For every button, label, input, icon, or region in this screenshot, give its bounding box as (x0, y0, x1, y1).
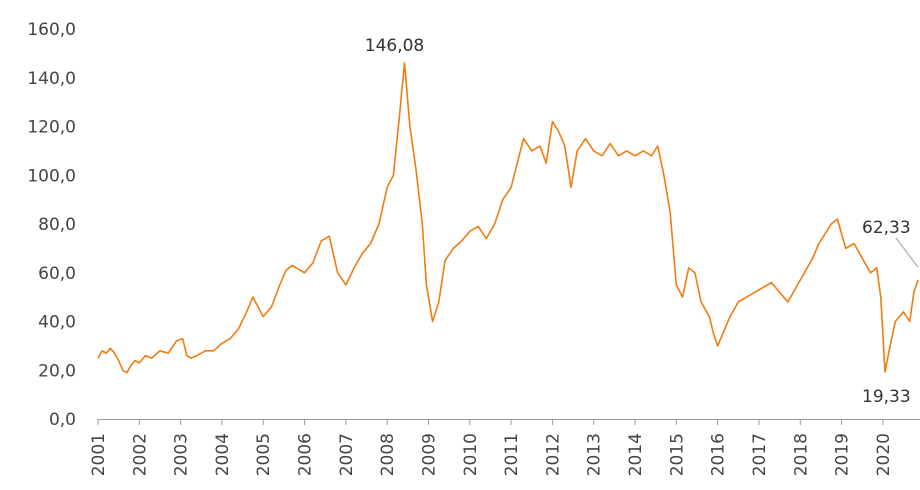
x-tick-label: 2015 (667, 433, 687, 476)
y-tick-label: 80,0 (38, 215, 76, 235)
x-tick-label: 2019 (833, 433, 853, 476)
x-tick-label: 2005 (254, 433, 274, 476)
x-tick-label: 2008 (378, 433, 398, 476)
x-tick-label: 2003 (172, 433, 192, 476)
x-tick-label: 2013 (585, 433, 605, 476)
x-tick-label: 2010 (461, 433, 481, 476)
x-tick-label: 2001 (89, 433, 109, 476)
y-tick-label: 140,0 (27, 69, 76, 89)
y-tick-label: 160,0 (27, 20, 76, 40)
y-tick-label: 40,0 (38, 313, 76, 333)
x-tick-label: 2018 (791, 433, 811, 476)
y-tick-label: 120,0 (27, 118, 76, 138)
annotation-label: 146,08 (365, 36, 424, 56)
x-tick-label: 2017 (750, 433, 770, 476)
annotation-label: 19,33 (862, 387, 911, 407)
y-tick-label: 0,0 (49, 410, 76, 430)
x-tick-label: 2006 (296, 433, 316, 476)
x-tick-label: 2007 (337, 433, 357, 476)
y-tick-label: 20,0 (38, 361, 76, 381)
x-tick-label: 2020 (874, 433, 894, 476)
x-tick-label: 2009 (419, 433, 439, 476)
annotation-leader (895, 237, 919, 268)
x-tick-label: 2004 (213, 433, 233, 476)
x-tick-label: 2012 (543, 433, 563, 476)
x-tick-label: 2002 (130, 433, 150, 476)
y-tick-label: 100,0 (27, 166, 76, 186)
x-tick-label: 2011 (502, 433, 522, 476)
y-tick-label: 60,0 (38, 264, 76, 284)
x-tick-label: 2014 (626, 433, 646, 476)
x-tick-label: 2016 (709, 433, 729, 476)
series-line (97, 62, 919, 374)
annotation-label: 62,33 (862, 218, 911, 238)
